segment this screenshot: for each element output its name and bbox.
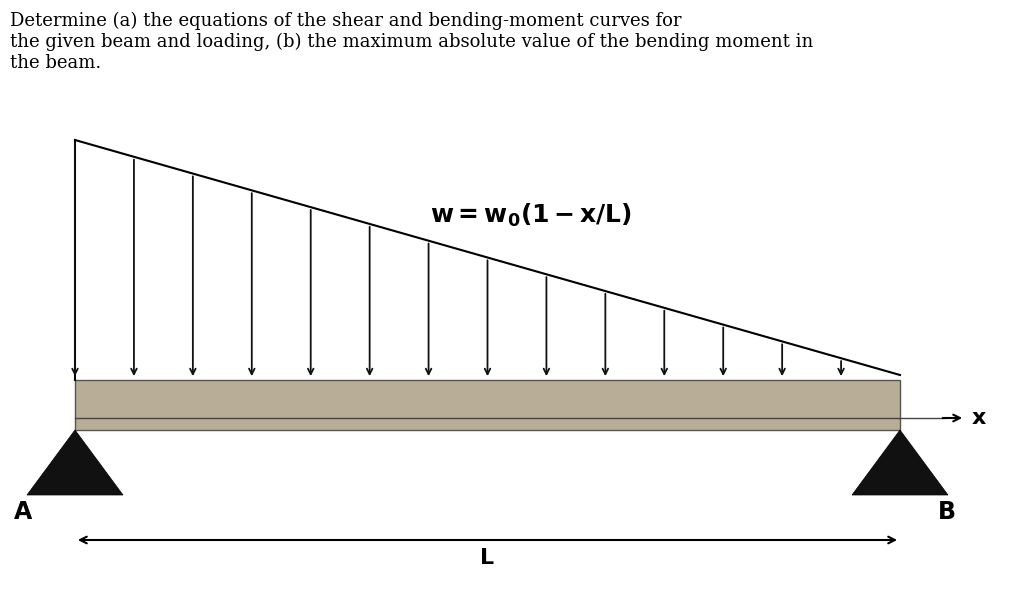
- Text: B: B: [938, 500, 956, 524]
- Text: Determine (a) the equations of the shear and bending-moment curves for
the given: Determine (a) the equations of the shear…: [10, 12, 813, 72]
- Text: x: x: [972, 408, 986, 428]
- Text: L: L: [480, 548, 495, 568]
- Text: A: A: [14, 500, 32, 524]
- Bar: [75, 380, 900, 430]
- Polygon shape: [27, 430, 123, 495]
- Polygon shape: [852, 430, 948, 495]
- Text: $\mathbf{w=w_0(1-x/L)}$: $\mathbf{w=w_0(1-x/L)}$: [430, 201, 632, 228]
